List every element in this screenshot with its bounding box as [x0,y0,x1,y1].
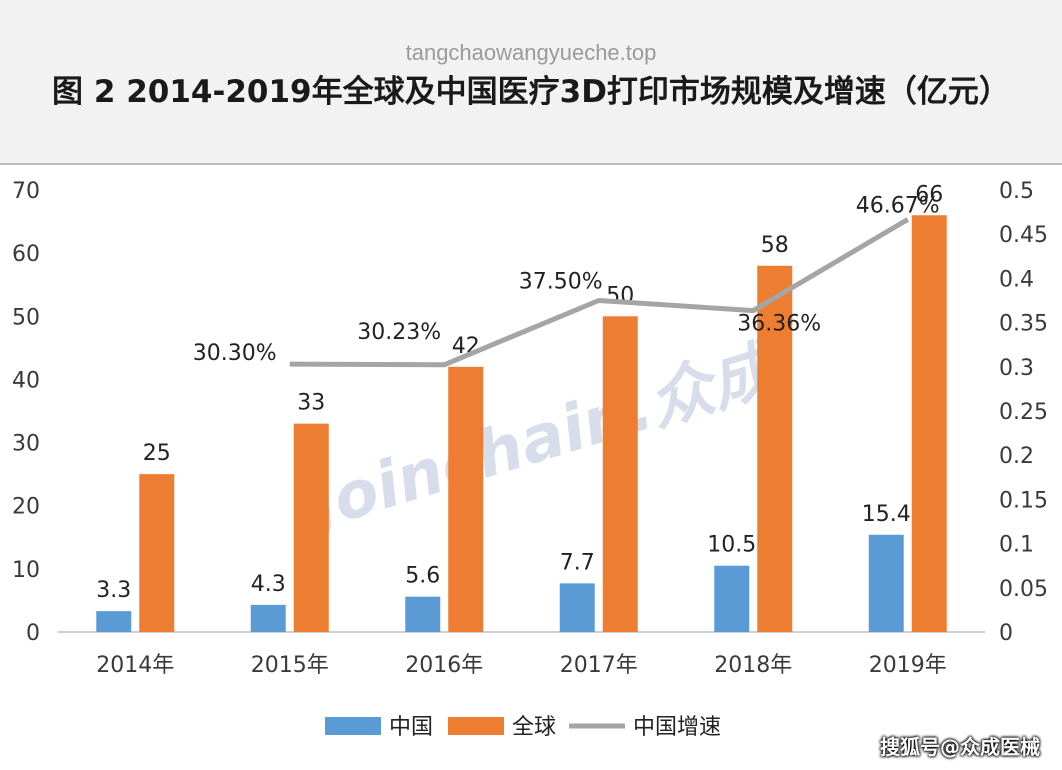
bar-china-label: 3.3 [96,578,131,603]
legend-label: 中国 [389,715,433,740]
bar-global [448,366,484,632]
y-right-tick-label: 0 [999,621,1013,646]
watermark-url: tangchaowangyueche.top [405,40,657,65]
bar-china [250,604,286,632]
x-tick-label: 2019年 [869,653,947,678]
x-tick-label: 2014年 [96,653,174,678]
bar-china-label: 5.6 [405,564,440,589]
legend-swatch [448,717,504,735]
y-right-tick-label: 0.5 [999,179,1034,204]
growth-label: 30.30% [193,341,277,366]
y-left-tick-label: 70 [12,179,40,204]
bar-global-label: 25 [143,441,171,466]
chart-svg: Joinchain.众成01020304050607000.050.10.150… [12,179,1048,740]
growth-label: 30.23% [357,320,441,345]
x-tick-label: 2015年 [251,653,329,678]
legend-label: 全球 [512,715,556,740]
y-left-tick-label: 10 [12,558,40,583]
bar-china [559,583,595,632]
header-band: tangchaowangyueche.top 图 2 2014-2019年全球及… [0,0,1062,165]
y-right-tick-label: 0.25 [999,400,1048,425]
growth-line [289,217,910,368]
y-right-tick-label: 0.4 [999,267,1034,292]
bar-global [293,423,329,632]
bar-global [911,215,947,632]
bar-china-label: 15.4 [862,502,911,527]
x-tick-label: 2017年 [560,653,638,678]
y-right-tick-label: 0.45 [999,223,1048,248]
source-credit: 搜狐号@众成医械 [880,735,1040,759]
growth-label: 46.67% [856,193,940,218]
chart-title: 图 2 2014-2019年全球及中国医疗3D打印市场规模及增速（亿元） [52,74,1010,110]
legend-label: 中国增速 [633,715,721,740]
y-right-tick-label: 0.2 [999,444,1034,469]
y-left-tick-label: 50 [12,305,40,330]
x-tick-label: 2018年 [714,653,792,678]
bar-china-label: 4.3 [251,572,286,597]
bar-china [405,596,441,632]
y-right-tick-label: 0.1 [999,533,1034,558]
bar-china-label: 10.5 [707,533,756,558]
bar-global-label: 33 [297,391,325,416]
y-left-tick-label: 40 [12,368,40,393]
y-left-tick-label: 20 [12,495,40,520]
y-right-tick-label: 0.3 [999,356,1034,381]
y-left-tick-label: 60 [12,242,40,267]
bar-china [96,611,132,632]
bar-global [757,265,793,632]
growth-label: 37.50% [519,270,603,295]
bar-global-label: 58 [761,233,789,258]
bar-global-label: 66 [915,182,943,207]
bar-global [139,474,175,632]
y-left-tick-label: 30 [12,432,40,457]
legend-swatch [325,717,381,735]
y-right-tick-label: 0.05 [999,577,1048,602]
y-right-tick-label: 0.35 [999,312,1048,337]
x-tick-label: 2016年 [405,653,483,678]
bar-global [602,316,638,632]
bar-china-label: 7.7 [560,550,595,575]
y-right-tick-label: 0.15 [999,488,1048,513]
y-left-tick-label: 0 [26,621,40,646]
bar-china [868,534,904,632]
growth-label: 36.36% [737,312,821,337]
bar-china [714,565,750,632]
